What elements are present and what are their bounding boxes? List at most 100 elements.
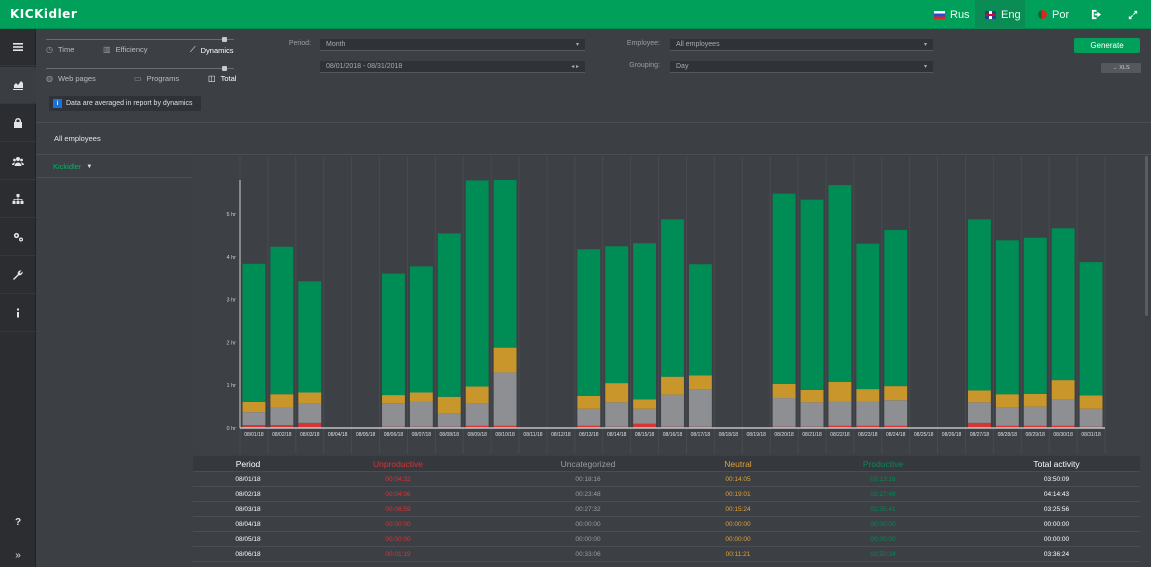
bar-uncategorized [1051,399,1075,426]
bar-unproductive [828,425,852,428]
header-productive[interactable]: Productive [862,458,904,469]
y-tick-label: 5 hr [227,212,237,218]
period-select[interactable]: Month ▾ [320,39,585,51]
wrench-icon[interactable] [0,257,36,294]
header-total-activity[interactable]: Total activity [1033,458,1080,469]
employee-select[interactable]: All employees ▾ [670,39,933,51]
mode-programs[interactable]: ▭ Programs [134,74,180,83]
cell-period: 08/05/18 [235,535,261,543]
bar-productive [382,273,405,396]
export-xls-button[interactable]: → XLS [1101,63,1141,73]
header-unproductive[interactable]: Unproductive [372,458,424,469]
expand-sidebar-icon[interactable]: » [15,550,21,561]
window-icon: ▭ [134,74,142,83]
date-range-picker[interactable]: 08/01/2018 - 08/31/2018 ◂ ▸ [320,61,585,73]
bar-neutral [242,401,266,413]
x-tick-label: 08/29/18 [1026,432,1046,438]
mode-efficiency[interactable]: ▥ Efficiency [103,45,148,54]
bar-productive [1079,262,1103,396]
chart-scrollbar[interactable] [1145,156,1148,316]
logout-icon[interactable] [1081,0,1111,29]
bar-neutral [967,390,991,403]
activity-table: Period Unproductive Uncategorized Neutra… [193,456,1140,562]
generate-button[interactable]: Generate [1074,38,1140,53]
chart-svg: 0 hr 1 hr 2 hr 3 hr 4 hr 5 hr 08/01/18 08/02/18… [227,156,1106,454]
period-label: Period: [288,40,311,47]
tree-group-kickidler[interactable]: Kickidler ▼ [53,162,93,171]
prev-next-arrows-icon[interactable]: ◂ ▸ [571,64,579,70]
lang-rus-label: Rus [950,8,970,21]
reports-chart-icon[interactable] [0,67,36,104]
view-slider-bottom [46,68,234,69]
x-tick-label: 08/01/18 [244,432,264,438]
x-tick-label: 08/03/18 [300,432,320,438]
bar-uncategorized [270,407,294,426]
bar-uncategorized [688,389,712,427]
cell-neutral: 00:14:05 [725,475,751,483]
mode-time[interactable]: ◷ Time [46,45,75,54]
bar-unproductive [270,425,294,428]
bar-neutral [772,383,796,399]
bar-uncategorized [661,394,684,427]
cell-unproductive: 00:01:19 [385,550,411,558]
bar-productive [828,185,852,382]
lang-por[interactable]: Por [1029,0,1074,29]
users-icon[interactable] [0,143,36,180]
bar-unproductive [242,425,266,428]
bar-uncategorized [1079,408,1103,427]
help-icon[interactable]: ? [14,517,22,528]
bar-uncategorized [298,403,322,423]
x-tick-label: 08/21/18 [802,432,822,438]
dynamics-chart: 0 hr 1 hr 2 hr 3 hr 4 hr 5 hr 08/01/18 08/02/18… [193,156,1145,454]
info-icon[interactable] [0,295,36,332]
lock-icon[interactable] [0,105,36,142]
mode-dynamics[interactable]: ⟋ Dynamics [190,45,234,55]
bar-unproductive [298,422,322,428]
clock-icon: ◷ [46,45,53,54]
mode-total[interactable]: ◫ Total [208,74,237,83]
table-row: 08/06/18 00:01:19 00:33:06 00:11:21 02:50:34… [193,547,1140,562]
header-period[interactable]: Period [235,458,261,469]
caret-down-icon: ▼ [86,163,93,170]
x-tick-label: 08/12/18 [551,432,571,438]
inbox-icon: ◫ [208,74,216,83]
header-neutral[interactable]: Neutral [724,458,752,469]
bar-unproductive [577,425,601,428]
bar-uncategorized [772,398,796,427]
cell-total: 03:36:24 [1043,550,1070,558]
lang-por-label: Por [1052,8,1070,21]
bar-neutral [856,389,880,402]
bar-neutral [1079,395,1103,409]
cell-period: 08/02/18 [235,490,261,498]
structure-icon[interactable] [0,181,36,218]
bar-unproductive [856,425,880,428]
view-slider-top-knob[interactable] [222,37,227,42]
x-tick-label: 08/28/18 [998,432,1018,438]
chevron-down-icon: ▾ [575,42,579,48]
fullscreen-icon[interactable] [1118,0,1148,29]
mode-web-pages[interactable]: ◍ Web pages [46,74,96,83]
x-tick-label: 08/20/18 [774,432,794,438]
x-tick-label: 08/10/18 [495,432,515,438]
bar-uncategorized [409,401,433,427]
grouping-select[interactable]: Day ▾ [670,61,933,73]
bar-neutral [800,389,824,403]
y-tick-label: 1 hr [227,383,237,389]
table-row: 08/01/18 00:04:32 00:18:16 00:14:05 03:13:16… [193,472,1140,487]
bar-uncategorized [828,401,852,426]
view-slider-bottom-knob[interactable] [222,66,227,71]
uk-flag-icon [985,10,996,19]
cell-uncategorized: 00:27:32 [575,505,601,513]
tree-root-all-employees[interactable]: All employees [54,134,101,143]
settings-gears-icon[interactable] [0,219,36,256]
bar-productive [298,281,322,393]
cell-period: 08/01/18 [235,475,261,483]
lang-rus[interactable]: Rus [925,0,971,29]
cell-unproductive: 00:04:32 [385,475,411,483]
bar-unproductive [605,426,629,428]
x-tick-label: 08/18/18 [719,432,739,438]
lang-eng[interactable]: Eng [975,0,1025,29]
bar-neutral [688,375,712,390]
menu-icon[interactable] [0,29,36,66]
header-uncategorized[interactable]: Uncategorized [560,458,616,469]
